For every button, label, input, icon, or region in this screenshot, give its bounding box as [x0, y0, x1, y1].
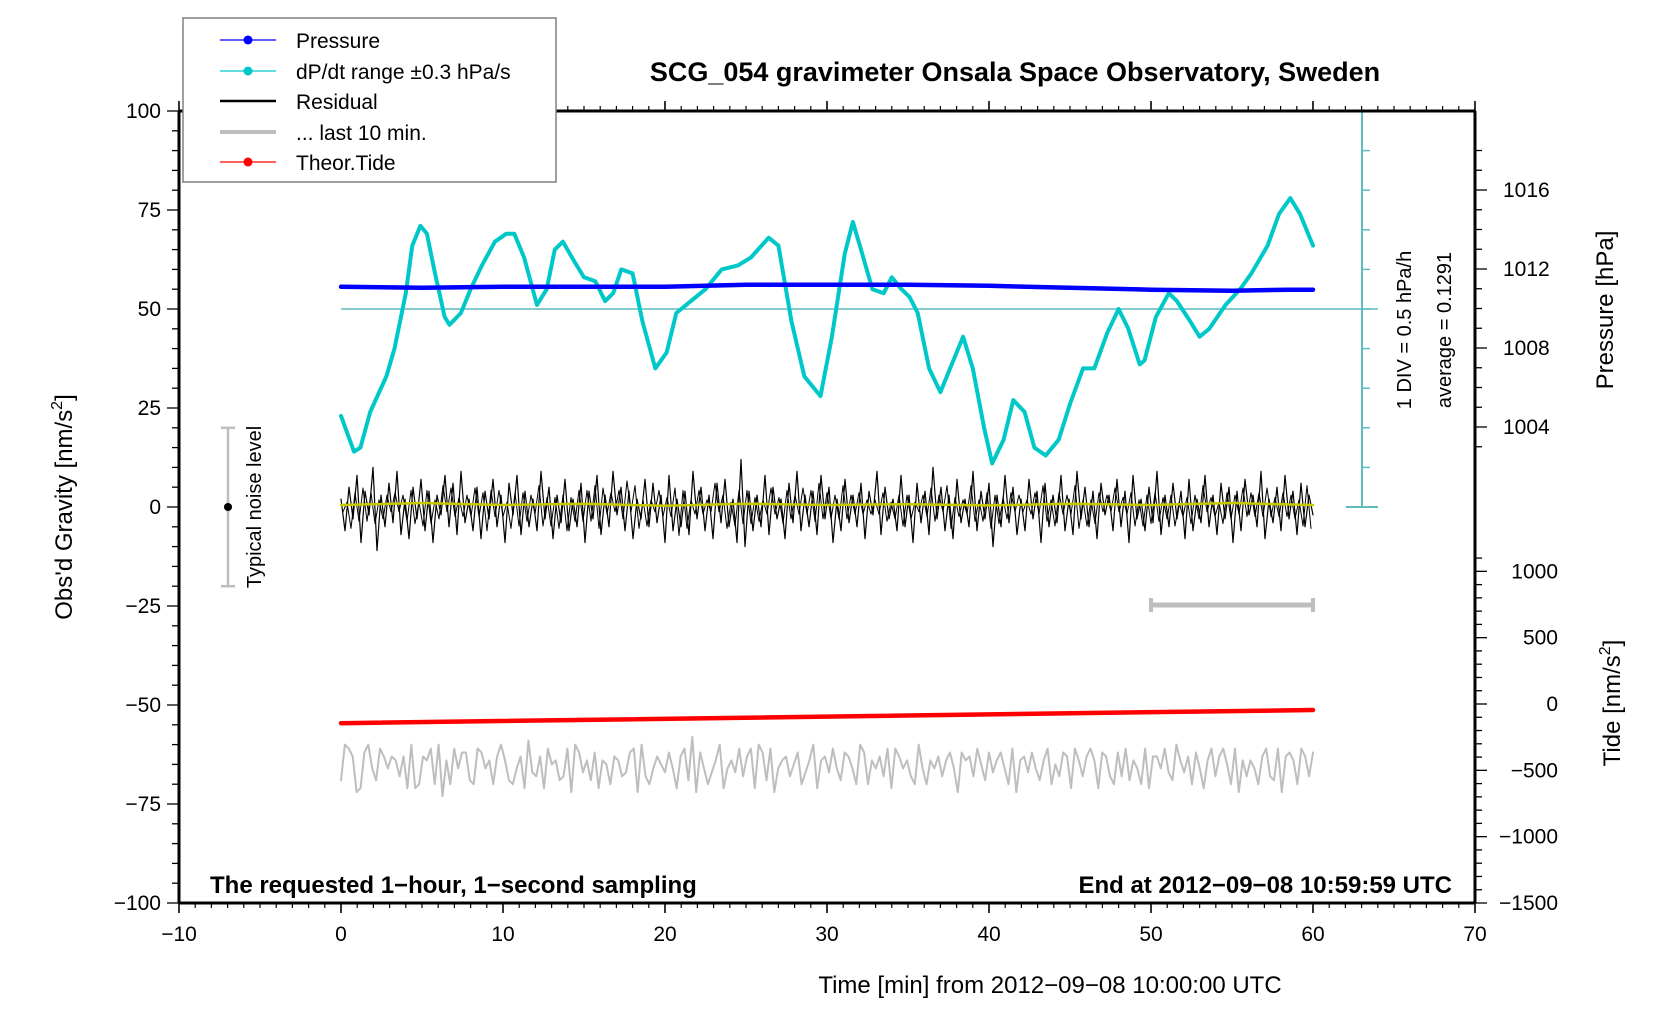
tide-tick-label: 0	[1546, 693, 1558, 716]
legend: Pressure dP/dt range ±0.3 hPa/s Residual..…	[182, 17, 557, 183]
tide-tick-label: −1500	[1499, 892, 1558, 915]
tide-tick-label: −1000	[1499, 826, 1558, 849]
series-group	[338, 196, 1316, 798]
x-tick-label: 10	[491, 923, 514, 946]
y-axis-label-left-end: ]	[51, 394, 78, 401]
noise-level-center-dot	[224, 503, 232, 511]
y-axis-label-left-text: Obs'd Gravity [nm/s	[51, 410, 78, 620]
tide-tick-label: 500	[1523, 627, 1558, 650]
series-residual-smoothed	[339, 501, 1315, 508]
pressure-tick-label: 1012	[1503, 258, 1550, 281]
tide-tick-label: 1000	[1511, 560, 1558, 583]
pressure-tick-label: 1016	[1503, 179, 1550, 202]
dpdt-average-label: average = 0.1291	[1434, 252, 1456, 408]
x-tick-label: 40	[977, 923, 1000, 946]
legend-label: Residual	[296, 91, 378, 114]
y-tick-label: 25	[138, 397, 161, 420]
noise-level-indicator: Typical noise level	[221, 426, 266, 588]
y-axis-label-tide-end: ]	[1599, 640, 1626, 647]
chart-title: SCG_054 gravimeter Onsala Space Observat…	[650, 57, 1380, 87]
y-axis-label-left: Obs'd Gravity [nm/s2]	[49, 394, 78, 620]
tide-tick-label: −500	[1511, 759, 1558, 782]
legend-marker-0	[243, 35, 253, 45]
pressure-tick-label: 1004	[1503, 416, 1550, 439]
x-tick-label: 70	[1463, 923, 1486, 946]
series-pressure	[338, 282, 1316, 293]
last-10-min-bar	[1149, 598, 1315, 612]
series-theor-tide	[338, 707, 1316, 726]
y-axis-label-tide: Tide [nm/s2]	[1597, 640, 1626, 767]
y-tick-label: 75	[138, 199, 161, 222]
series-residual-dense	[342, 480, 1312, 536]
x-tick-label: 30	[815, 923, 838, 946]
annotation-end-time: End at 2012−09−08 10:59:59 UTC	[1078, 872, 1452, 899]
x-tick-label: −10	[161, 923, 197, 946]
series-dpdt	[339, 196, 1315, 466]
y-axis-label-pressure: Pressure [hPa]	[1592, 231, 1619, 390]
legend-label: Pressure	[296, 30, 380, 53]
series-last-10-min	[340, 735, 1314, 798]
legend-label: ... last 10 min.	[296, 122, 427, 145]
y-tick-label: −75	[125, 793, 161, 816]
x-tick-label: 60	[1301, 923, 1324, 946]
y-tick-label: 100	[126, 100, 161, 123]
y-axis-label-tide-text: Tide [nm/s	[1599, 655, 1626, 766]
pressure-tick-label: 1008	[1503, 337, 1550, 360]
annotation-sampling: The requested 1−hour, 1−second sampling	[210, 872, 697, 899]
axes: −10 0 10 20 30 40 50 60 701007550250−25−50−75−10…	[114, 100, 1558, 946]
legend-label: Theor.Tide	[296, 152, 396, 175]
dpdt-scale-label: 1 DIV = 0.5 hPa/h	[1394, 251, 1416, 409]
y-axis-label-tide-sup: 2	[1597, 646, 1614, 655]
legend-marker-1	[243, 66, 253, 76]
x-tick-label: 50	[1139, 923, 1162, 946]
y-axis-label-left-sup: 2	[49, 401, 66, 410]
y-tick-label: −25	[125, 595, 161, 618]
dpdt-axis	[341, 110, 1378, 508]
y-tick-label: −100	[114, 892, 161, 915]
y-tick-label: −50	[125, 694, 161, 717]
x-tick-label: 20	[653, 923, 676, 946]
legend-label: dP/dt range ±0.3 hPa/s	[296, 61, 511, 84]
legend-marker-4	[243, 157, 253, 167]
x-tick-label: 0	[335, 923, 347, 946]
x-axis-label: Time [min] from 2012−09−08 10:00:00 UTC	[818, 972, 1281, 999]
y-tick-label: 0	[149, 496, 161, 519]
noise-level-label: Typical noise level	[244, 426, 266, 588]
y-tick-label: 50	[138, 298, 161, 321]
